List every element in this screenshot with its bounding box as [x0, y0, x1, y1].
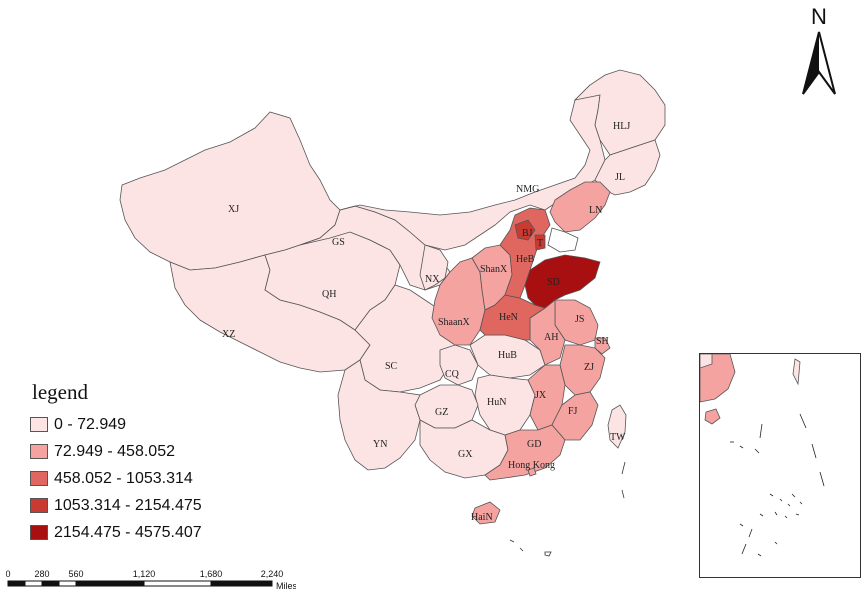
scale-tick-label: 1,120	[133, 569, 156, 579]
label-jx: JX	[535, 390, 547, 401]
province-yn	[337, 359, 421, 471]
province-zj	[559, 344, 606, 396]
label-sh: SH	[596, 336, 609, 347]
legend-swatch	[30, 498, 48, 513]
label-ah: AH	[544, 332, 558, 343]
label-tw: TW	[610, 432, 626, 443]
label-hlj: HLJ	[613, 121, 630, 132]
label-jl: JL	[615, 172, 625, 183]
legend-label: 2154.475 - 4575.407	[54, 523, 202, 541]
label-bj: BJ	[522, 228, 533, 239]
label-heb: HeB	[516, 254, 535, 265]
scale-unit: Miles	[276, 581, 296, 591]
label-shanx: ShanX	[480, 264, 508, 275]
south-china-sea-islands	[509, 461, 626, 557]
label-gs: GS	[332, 237, 345, 248]
province-bj	[514, 219, 536, 241]
label-tj: T	[537, 238, 543, 249]
province-tw	[607, 404, 627, 449]
legend-item: 72.949 - 458.052	[30, 438, 260, 465]
label-hongkong: Hong Kong	[508, 460, 555, 471]
legend-swatch	[30, 444, 48, 459]
label-zj: ZJ	[584, 362, 594, 373]
label-hub: HuB	[498, 350, 517, 361]
label-js: JS	[575, 314, 584, 325]
province-sh	[594, 337, 611, 355]
legend-label: 458.052 - 1053.314	[54, 469, 193, 487]
label-hain: HaiN	[471, 512, 493, 523]
legend-item: 458.052 - 1053.314	[30, 465, 260, 492]
label-fj: FJ	[568, 406, 578, 417]
scale-tick-label: 280	[34, 569, 49, 579]
label-xj: XJ	[228, 204, 239, 215]
province-hun	[474, 374, 536, 436]
bohai-sea	[547, 227, 579, 253]
south-china-sea-inset	[699, 353, 861, 578]
scale-tick-label: 2,240	[261, 569, 284, 579]
north-label: N	[811, 4, 827, 29]
label-xz: XZ	[222, 329, 235, 340]
map-legend: legend 0 - 72.949 72.949 - 458.052 458.0…	[30, 380, 260, 546]
north-arrow: N	[802, 4, 836, 95]
label-nx: NX	[425, 274, 440, 285]
label-hen: HeN	[499, 312, 518, 323]
province-cq	[439, 344, 479, 386]
province-hongkong	[527, 467, 537, 477]
province-sd	[524, 254, 601, 309]
legend-title: legend	[32, 380, 88, 404]
scale-tick-label: 0	[6, 569, 11, 579]
legend-swatch	[30, 525, 48, 540]
label-gz: GZ	[435, 407, 448, 418]
inset-map	[700, 354, 825, 557]
scale-tick-label: 560	[68, 569, 83, 579]
legend-label: 1053.314 - 2154.475	[54, 496, 202, 514]
legend-label: 0 - 72.949	[54, 415, 127, 433]
province-heb	[499, 207, 551, 299]
label-qh: QH	[322, 289, 336, 300]
label-sd: SD	[547, 277, 560, 288]
label-gd: GD	[527, 439, 541, 450]
province-ln	[549, 181, 611, 233]
province-hain	[471, 501, 501, 525]
legend-item: 1053.314 - 2154.475	[30, 492, 260, 519]
province-nx	[419, 244, 449, 291]
label-hun: HuN	[487, 397, 506, 408]
legend-swatch	[30, 417, 48, 432]
province-tj	[534, 234, 546, 251]
legend-item: 2154.475 - 4575.407	[30, 519, 260, 546]
label-sc: SC	[385, 361, 398, 372]
label-ln: LN	[589, 205, 602, 216]
label-gx: GX	[458, 449, 473, 460]
scale-tick-label: 1,680	[200, 569, 223, 579]
legend-swatch	[30, 471, 48, 486]
label-nmg: NMG	[516, 184, 539, 195]
legend-item: 0 - 72.949	[30, 411, 260, 438]
label-yn: YN	[373, 439, 387, 450]
scale-bar: 0 280 560 1,120 1,680 2,240 Miles	[6, 569, 296, 591]
label-shaanx: ShaanX	[438, 317, 470, 328]
label-cq: CQ	[445, 369, 460, 380]
legend-label: 72.949 - 458.052	[54, 442, 175, 460]
